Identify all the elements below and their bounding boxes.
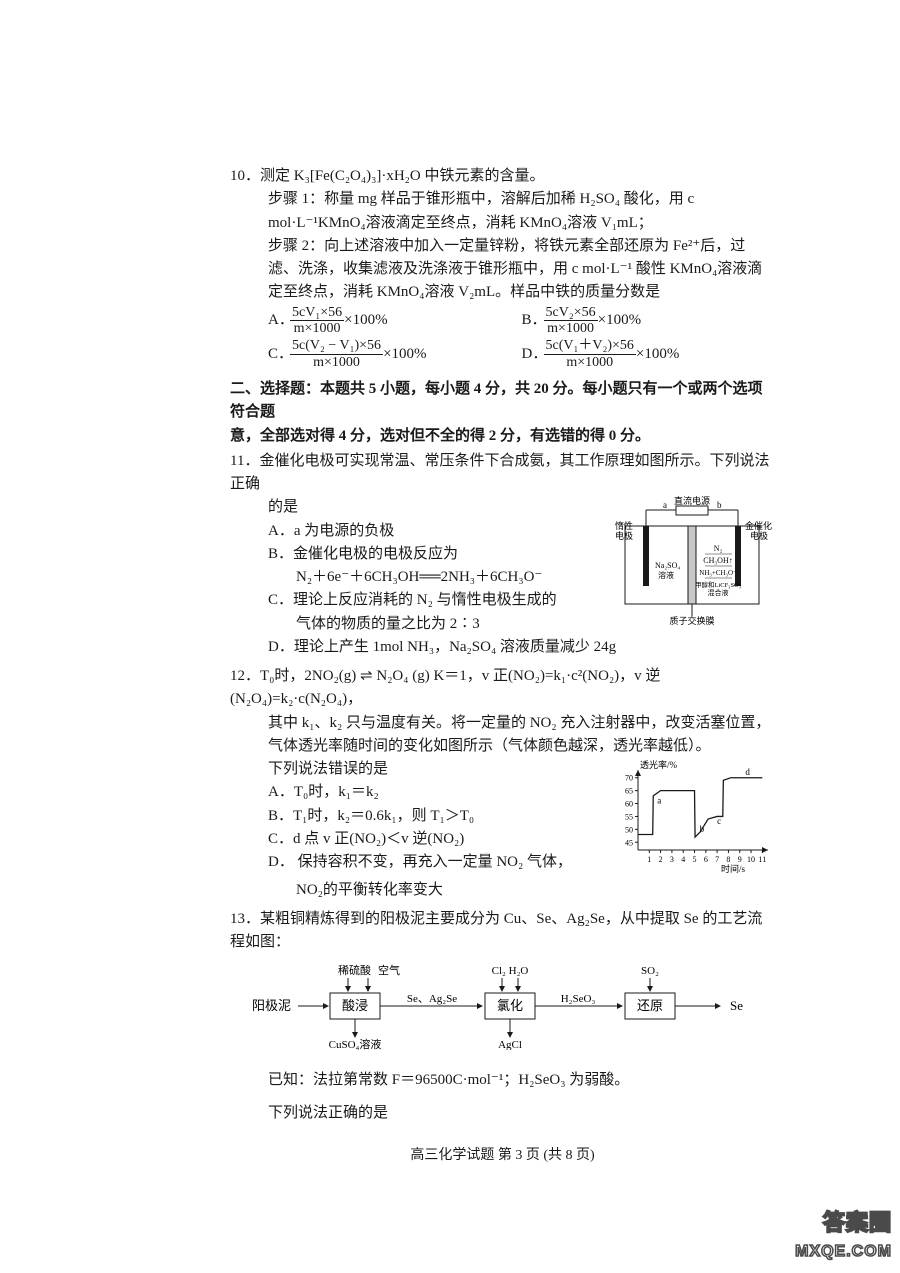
svg-text:稀硫酸: 稀硫酸 xyxy=(338,963,371,977)
q11-opt-B-line2: N₂＋6e⁻＋6CH₃OH══2NH₃＋6CH₃O⁻ xyxy=(268,566,610,589)
question-10: 10．测定 K₃[Fe(C₂O₄)₃]·xH₂O 中铁元素的含量。 步骤 1：称… xyxy=(230,165,775,372)
svg-text:酸浸: 酸浸 xyxy=(342,998,368,1013)
q12-stem-line3: 气体透光率随时间的变化如图所示（气体颜色越深，透光率越低）。 xyxy=(230,735,775,758)
svg-text:55: 55 xyxy=(625,813,633,822)
question-13: 13．某粗铜精炼得到的阳极泥主要成分为 Cu、Se、Ag₂Se，从中提取 Se … xyxy=(230,908,775,1125)
q10-opt-D: D． 5c(V₁＋V₂)×56m×1000 ×100% xyxy=(522,338,776,370)
q11-figure: 直流电源 a b 质子交换膜 xyxy=(610,496,775,629)
svg-text:3: 3 xyxy=(670,855,674,864)
q11-opt-C-line1: C．理论上反应消耗的 N₂ 与惰性电极生成的 xyxy=(268,589,610,612)
question-12: 12．T₀时，2NO₂(g) ⇌ N₂O₄ (g) K＝1，v 正(NO₂)=k… xyxy=(230,665,775,902)
section-2-heading: 二、选择题：本题共 5 小题，每小题 4 分，共 20 分。每小题只有一个或两个… xyxy=(230,378,775,448)
watermark: 答案圈 MXQE.COM xyxy=(795,1206,892,1265)
q10-number: 10． xyxy=(230,168,260,184)
q10-step1: 步骤 1：称量 mg 样品于锥形瓶中，溶解后加稀 H₂SO₄ 酸化，用 c mo… xyxy=(230,188,775,235)
page-footer: 高三化学试题 第 3 页 (共 8 页) xyxy=(230,1145,775,1167)
question-11: 11．金催化电极可实现常温、常压条件下合成氨，其工作原理如图所示。下列说法正确 … xyxy=(230,450,775,659)
svg-text:惰性: 惰性 xyxy=(615,520,633,531)
svg-text:SO₂: SO₂ xyxy=(641,965,659,977)
svg-text:65: 65 xyxy=(625,787,633,796)
svg-text:甲醇和LiCF₃SO₃: 甲醇和LiCF₃SO₃ xyxy=(695,580,741,589)
svg-text:金催化: 金催化 xyxy=(745,520,772,531)
svg-text:10: 10 xyxy=(747,855,755,864)
svg-text:透光率/%: 透光率/% xyxy=(640,759,678,770)
q10-opt-A: A． 5cV₁×56m×1000 ×100% xyxy=(268,305,522,337)
svg-text:5: 5 xyxy=(693,855,697,864)
svg-text:NH₃+CH₃O⁻: NH₃+CH₃O⁻ xyxy=(699,569,737,577)
svg-text:b: b xyxy=(717,500,722,510)
svg-text:4: 4 xyxy=(681,855,685,864)
watermark-bottom: MXQE.COM xyxy=(795,1240,892,1265)
q10-step2: 步骤 2：向上述溶液中加入一定量锌粉，将铁元素全部还原为 Fe²⁺后，过滤、洗涤… xyxy=(230,235,775,305)
svg-text:70: 70 xyxy=(625,774,633,783)
q12-opt-B: B．T₁时，k₂＝0.6k₁，则 T₁＞T₀ xyxy=(268,805,610,828)
q12-stem-line2: 其中 k₁、k₂ 只与温度有关。将一定量的 NO₂ 充入注射器中，改变活塞位置， xyxy=(230,712,775,735)
svg-text:阳极泥: 阳极泥 xyxy=(252,998,291,1013)
svg-text:时间/s: 时间/s xyxy=(721,863,746,873)
q12-opt-C: C．d 点 v 正(NO₂)＜v 逆(NO₂) xyxy=(268,828,610,851)
svg-text:Se: Se xyxy=(730,998,743,1013)
svg-text:a: a xyxy=(657,796,661,806)
svg-text:AgCl: AgCl xyxy=(498,1039,522,1050)
svg-text:溶液: 溶液 xyxy=(658,570,674,580)
q11-stem-line2: 的是 xyxy=(268,496,610,519)
q12-stem-line4: 下列说法错误的是 xyxy=(268,758,610,781)
svg-text:9: 9 xyxy=(738,855,742,864)
svg-text:a: a xyxy=(663,500,667,510)
svg-text:60: 60 xyxy=(625,800,633,809)
svg-text:直流电源: 直流电源 xyxy=(674,496,710,506)
q12-number: 12． xyxy=(230,668,260,684)
watermark-top: 答案圈 xyxy=(795,1206,892,1240)
svg-text:d: d xyxy=(745,767,750,777)
svg-text:N₂: N₂ xyxy=(714,544,723,553)
svg-text:11: 11 xyxy=(758,855,766,864)
svg-text:50: 50 xyxy=(625,825,633,834)
svg-text:6: 6 xyxy=(704,855,708,864)
q12-stem-line1: T₀时，2NO₂(g) ⇌ N₂O₄ (g) K＝1，v 正(NO₂)=k₁·c… xyxy=(230,668,660,707)
exam-page: 10．测定 K₃[Fe(C₂O₄)₃]·xH₂O 中铁元素的含量。 步骤 1：称… xyxy=(0,0,900,1273)
svg-text:c: c xyxy=(717,816,721,826)
svg-text:还原: 还原 xyxy=(637,998,663,1013)
svg-text:电极: 电极 xyxy=(615,530,633,541)
svg-text:45: 45 xyxy=(625,838,633,847)
svg-text:b: b xyxy=(700,824,705,834)
q11-opt-C-line2: 气体的物质的量之比为 2∶3 xyxy=(268,613,610,636)
svg-text:混合液: 混合液 xyxy=(708,588,729,597)
q12-figure: 透光率/%4550556065701234567891011时间/sabcd xyxy=(610,758,775,879)
svg-text:7: 7 xyxy=(715,855,719,864)
q12-opt-A: A．T₀时，k₁＝k₂ xyxy=(268,781,610,804)
svg-text:Na₂SO₄: Na₂SO₄ xyxy=(655,561,680,570)
svg-text:8: 8 xyxy=(726,855,730,864)
q12-opt-D-line1: D． 保持容积不变，再充入一定量 NO₂ 气体， xyxy=(268,851,610,874)
q11-opt-B-line1: B．金催化电极的电极反应为 xyxy=(268,543,610,566)
q11-number: 11． xyxy=(230,453,259,469)
svg-text:氯化: 氯化 xyxy=(497,998,523,1013)
q11-opt-D: D．理论上产生 1mol NH₃，Na₂SO₄ 溶液质量减少 24g xyxy=(230,636,775,659)
q11-stem-line1: 金催化电极可实现常温、常压条件下合成氨，其工作原理如图所示。下列说法正确 xyxy=(230,453,769,492)
q13-tail: 下列说法正确的是 xyxy=(230,1102,775,1125)
q10-opt-B: B． 5cV₂×56m×1000 ×100% xyxy=(522,305,776,337)
svg-text:Cl₂ H₂O: Cl₂ H₂O xyxy=(492,965,529,977)
q13-known: 已知：法拉第常数 F＝96500C·mol⁻¹；H₂SeO₃ 为弱酸。 xyxy=(230,1069,775,1092)
q13-number: 13． xyxy=(230,911,260,927)
svg-text:2: 2 xyxy=(659,855,663,864)
svg-text:CH₃OH↑: CH₃OH↑ xyxy=(703,556,732,565)
svg-text:电极: 电极 xyxy=(750,530,768,541)
q10-stem: 测定 K₃[Fe(C₂O₄)₃]·xH₂O 中铁元素的含量。 xyxy=(260,168,544,184)
q12-opt-D-line2: NO₂的平衡转化率变大 xyxy=(230,879,775,902)
svg-text:CuSO₄溶液: CuSO₄溶液 xyxy=(329,1037,382,1050)
svg-text:Se、Ag₂Se: Se、Ag₂Se xyxy=(407,993,457,1005)
q13-stem: 某粗铜精炼得到的阳极泥主要成分为 Cu、Se、Ag₂Se，从中提取 Se 的工艺… xyxy=(230,911,762,950)
q10-opt-C: C． 5c(V₂ − V₁)×56m×1000 ×100% xyxy=(268,338,522,370)
q11-opt-A: A．a 为电源的负极 xyxy=(268,520,610,543)
svg-text:质子交换膜: 质子交换膜 xyxy=(669,615,714,626)
svg-text:1: 1 xyxy=(647,855,651,864)
svg-text:H₂SeO₃: H₂SeO₃ xyxy=(561,993,596,1005)
q13-flowchart: 阳极泥 酸浸 稀硫酸 空气 CuSO₄溶液 Se、Ag₂Se 氯化 xyxy=(230,960,775,1058)
svg-text:空气: 空气 xyxy=(378,963,400,977)
q10-options: A． 5cV₁×56m×1000 ×100% B． 5cV₂×56m×1000 … xyxy=(230,305,775,373)
